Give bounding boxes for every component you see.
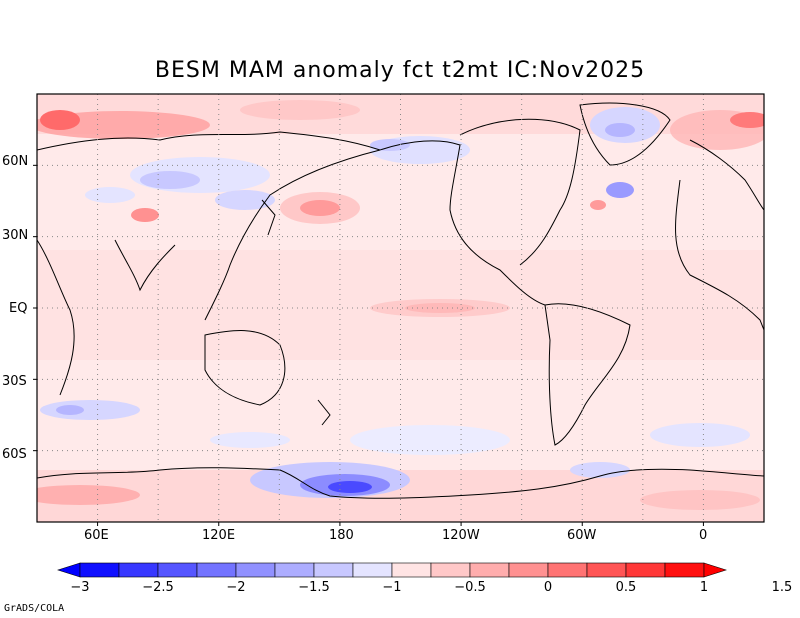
- anomaly-region: [37, 111, 210, 139]
- coastline-north-america-east: [459, 118, 581, 266]
- anomaly-region: [606, 182, 634, 198]
- lon-label-60w: 60W: [567, 528, 597, 543]
- lon-label-120w: 120W: [442, 528, 480, 543]
- coastline-antarctica: [37, 467, 764, 499]
- coastline-india: [114, 239, 176, 292]
- colorbar-under-arrow: [57, 562, 81, 578]
- anomaly-region: [210, 432, 290, 448]
- anomaly-region: [328, 481, 372, 493]
- anomaly-region: [40, 400, 140, 420]
- colorbar-label: 1.5: [772, 580, 793, 595]
- anomaly-region: [370, 139, 410, 151]
- colorbar-swatch: [391, 562, 432, 578]
- lat-label-30n: 30N: [2, 228, 29, 243]
- colorbar: −3−2.5−2−1.5−1−0.500.511.522.53: [57, 562, 793, 595]
- coastline-japan: [261, 199, 276, 236]
- coastline-asia-east: [204, 149, 381, 321]
- colorbar-label: −3: [70, 580, 89, 595]
- map-title: BESM MAM anomaly fct t2mt IC:Nov2025: [154, 58, 646, 83]
- graticule: [37, 94, 764, 522]
- lon-label-60e: 60E: [84, 528, 109, 543]
- colorbar-label: 1: [700, 580, 708, 595]
- coastline-south-america: [544, 303, 631, 446]
- coastline-greenland: [579, 102, 671, 166]
- colorbar-swatch: [157, 562, 198, 578]
- lat-label-60n: 60N: [2, 154, 29, 169]
- colorbar-swatch: [313, 562, 354, 578]
- anomaly-region: [85, 187, 135, 203]
- anomaly-region: [350, 425, 510, 455]
- colorbar-label: 0.5: [616, 580, 637, 595]
- anomaly-region: [240, 100, 360, 120]
- anomaly-region: [37, 485, 140, 505]
- colorbar-swatch: [79, 562, 120, 578]
- anomaly-region: [300, 200, 340, 216]
- lat-label-30s: 30S: [2, 374, 27, 389]
- colorbar-swatch: [547, 562, 588, 578]
- colorbar-swatch: [235, 562, 276, 578]
- colorbar-over-arrow: [703, 562, 727, 578]
- colorbar-swatch: [118, 562, 159, 578]
- anomaly-region: [215, 190, 275, 210]
- lat-label-eq: EQ: [9, 301, 28, 316]
- anomaly-region: [131, 208, 159, 222]
- anomaly-region: [650, 423, 750, 447]
- coastline-australia: [204, 330, 286, 406]
- colorbar-label: −1: [382, 580, 401, 595]
- lon-label-180: 180: [329, 528, 354, 543]
- coastline-north-america-west: [379, 140, 546, 306]
- colorbar-label: −2.5: [142, 580, 174, 595]
- colorbar-swatch: [508, 562, 549, 578]
- anomaly-region: [140, 171, 200, 189]
- colorbar-label: 0: [544, 580, 552, 595]
- anomaly-region: [640, 490, 760, 510]
- colorbar-swatch: [196, 562, 237, 578]
- colorbar-swatch: [664, 562, 705, 578]
- colorbar-label: −0.5: [454, 580, 486, 595]
- lat-label-60s: 60S: [2, 447, 27, 462]
- anomaly-region: [40, 110, 80, 130]
- coastline-africa: [37, 179, 764, 396]
- coastline-europe: [689, 139, 764, 211]
- anomaly-region: [405, 303, 475, 313]
- anomaly-region: [56, 405, 84, 415]
- colorbar-swatch: [430, 562, 471, 578]
- colorbar-swatch: [625, 562, 666, 578]
- anomaly-region: [590, 200, 606, 210]
- colorbar-swatch: [352, 562, 393, 578]
- lon-label-0: 0: [699, 528, 708, 543]
- colorbar-swatch: [469, 562, 510, 578]
- colorbar-label: −1.5: [298, 580, 330, 595]
- anomaly-region: [570, 462, 630, 478]
- lon-label-120e: 120E: [202, 528, 236, 543]
- colorbar-swatch: [586, 562, 627, 578]
- credit-text: GrADS/COLA: [4, 603, 65, 614]
- colorbar-label: −2: [226, 580, 245, 595]
- anomaly-region: [730, 112, 764, 128]
- axis-ticks: [33, 164, 704, 526]
- coastline-new-zealand: [317, 399, 331, 426]
- colorbar-swatch: [274, 562, 315, 578]
- anomaly-region: [605, 123, 635, 137]
